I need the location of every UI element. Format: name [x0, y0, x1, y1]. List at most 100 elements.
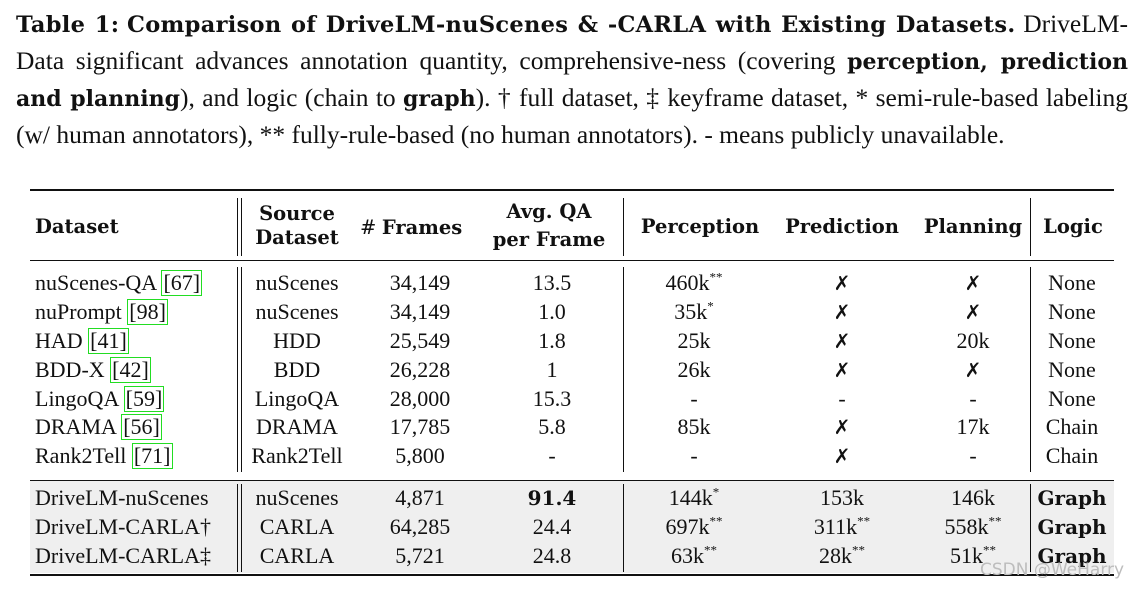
prediction-marker: **	[857, 513, 871, 529]
vrule-body-d	[1030, 267, 1032, 472]
frames-count: 17,785	[389, 414, 451, 439]
vrule-ours-c	[623, 484, 625, 572]
perception: 26k	[678, 357, 711, 383]
prediction: ✗	[833, 358, 851, 382]
dataset-name-text: nuScenes-QA	[35, 270, 156, 295]
top-rule	[30, 189, 1114, 191]
avg-qa: 1.8	[538, 328, 566, 353]
planning-marker: **	[983, 542, 996, 558]
prediction: 311k**	[814, 514, 870, 540]
perception-value: 26k	[677, 357, 711, 382]
group-rule	[30, 480, 1114, 482]
prediction: ✗	[833, 271, 851, 295]
header-avgqa-2: per Frame	[492, 228, 606, 251]
perception-value: 85k	[677, 414, 711, 439]
source-dataset: CARLA	[259, 514, 335, 539]
prediction-value: 153k	[820, 485, 864, 510]
dataset-name-text: DRAMA	[35, 414, 116, 439]
frames-count: 34,149	[389, 299, 451, 324]
avg-qa: 5.8	[538, 414, 566, 439]
perception-marker: **	[704, 542, 717, 558]
perception-value: 460k	[665, 270, 710, 295]
citation-link[interactable]: [56]	[121, 414, 162, 440]
planning: -	[969, 443, 977, 468]
planning: ✗	[964, 358, 982, 382]
citation-link[interactable]: [67]	[161, 270, 203, 296]
citation-link[interactable]: [98]	[127, 299, 168, 325]
vrule-dataset-b	[241, 198, 243, 256]
header-planning: Planning	[923, 215, 1023, 238]
planning: 20k	[956, 328, 990, 353]
perception: -	[690, 386, 697, 412]
vrule-ours-d	[1030, 484, 1032, 572]
header-prediction: Prediction	[785, 215, 899, 238]
frames-count: 28,000	[389, 386, 451, 411]
logic: None	[1048, 386, 1096, 411]
perception-value: 697k	[665, 514, 710, 539]
citation-link[interactable]: [41]	[88, 328, 129, 354]
vrule-ours-a	[237, 484, 239, 572]
source-dataset: CARLA	[259, 543, 335, 568]
table-caption: Table 1: Comparison of DriveLM-nuScenes …	[16, 6, 1128, 152]
dataset-name: HAD [41]	[35, 328, 129, 354]
perception: -	[690, 443, 697, 469]
caption-text-2: ), and logic (chain to	[180, 83, 404, 112]
planning-value: 51k	[950, 543, 983, 568]
frames-count: 4,871	[395, 485, 445, 510]
prediction: ✗	[833, 300, 851, 324]
perception-value: 35k	[674, 299, 708, 324]
perception: 35k*	[674, 299, 714, 325]
caption-text-1: DriveLM-Data significant advances annota…	[16, 9, 1128, 75]
citation-link[interactable]: [42]	[110, 357, 151, 383]
source-dataset: nuScenes	[255, 299, 339, 324]
perception-value: -	[690, 443, 698, 468]
header-perception: Perception	[640, 215, 760, 238]
planning: ✗	[964, 300, 982, 324]
caption-title: Comparison of DriveLM-nuScenes & -CARLA …	[127, 12, 1016, 38]
header-logic: Logic	[1043, 215, 1103, 238]
dataset-name: LingoQA [59]	[35, 386, 165, 412]
dataset-name: BDD-X [42]	[35, 357, 151, 383]
perception-value: 144k	[668, 485, 713, 510]
logic: Chain	[1045, 414, 1099, 439]
logic: Graph	[1037, 486, 1107, 510]
perception-value: 25k	[677, 328, 711, 353]
prediction-value: 28k	[819, 543, 852, 568]
ours-shade	[30, 481, 1114, 573]
citation-link[interactable]: [71]	[131, 443, 173, 469]
header-rule	[30, 260, 1114, 262]
dataset-name: DriveLM-nuScenes	[35, 485, 209, 510]
planning: 51k**	[950, 543, 996, 569]
dataset-name-text: nuPrompt	[35, 299, 122, 324]
prediction: -	[838, 386, 846, 411]
planning: 558k**	[945, 514, 1002, 540]
citation-link[interactable]: [59]	[123, 386, 165, 412]
header-frames: # Frames	[360, 214, 462, 241]
planning: 17k	[956, 414, 990, 439]
dataset-name-text: Rank2Tell	[35, 443, 127, 468]
source-dataset: nuScenes	[255, 485, 339, 510]
perception: 144k*	[669, 485, 720, 511]
perception: 25k	[678, 328, 711, 354]
caption-bold-1: perception, prediction and planning	[16, 49, 1128, 112]
vrule-body-b	[241, 267, 243, 472]
dataset-name: Rank2Tell [71]	[35, 443, 173, 469]
avg-qa: 13.5	[532, 270, 572, 295]
header-source-2: Dataset	[255, 226, 339, 249]
prediction: 153k	[820, 485, 864, 511]
source-dataset: DRAMA	[256, 414, 338, 439]
frames-count: 26,228	[389, 357, 451, 382]
prediction: ✗	[833, 444, 851, 468]
vrule-planning	[1030, 198, 1032, 256]
dataset-name-text: HAD	[35, 328, 83, 353]
perception-value: -	[690, 386, 698, 411]
caption-text-3: ). † full dataset, ‡ keyframe dataset, *…	[16, 83, 1128, 149]
perception: 85k	[678, 414, 711, 440]
planning: -	[969, 386, 977, 411]
planning-marker: **	[988, 513, 1002, 529]
header-frames-label: Frames	[381, 216, 463, 239]
perception: 63k**	[671, 543, 717, 569]
dataset-name: DriveLM-CARLA†	[35, 514, 211, 539]
perception: 697k**	[666, 514, 723, 540]
logic: None	[1048, 357, 1096, 382]
